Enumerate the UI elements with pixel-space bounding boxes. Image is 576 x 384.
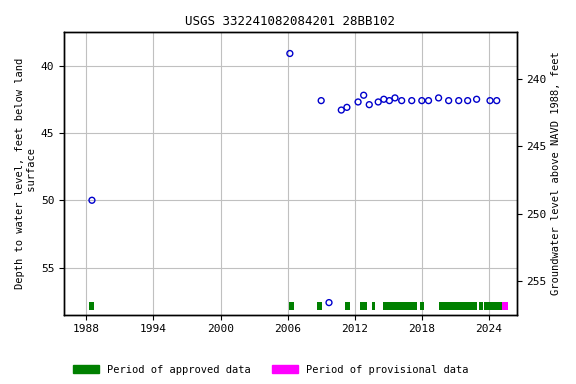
Point xyxy=(434,95,443,101)
Legend: Period of approved data, Period of provisional data: Period of approved data, Period of provi… xyxy=(69,361,473,379)
Point xyxy=(424,98,433,104)
Point xyxy=(444,98,453,104)
Bar xyxy=(317,302,322,310)
Point xyxy=(88,197,97,204)
Bar xyxy=(344,302,350,310)
Point xyxy=(365,102,374,108)
Bar xyxy=(382,302,418,310)
Y-axis label: Depth to water level, feet below land
 surface: Depth to water level, feet below land su… xyxy=(15,58,37,289)
Bar xyxy=(89,302,94,310)
Bar xyxy=(289,302,294,310)
Point xyxy=(285,50,294,56)
Y-axis label: Groundwater level above NAVD 1988, feet: Groundwater level above NAVD 1988, feet xyxy=(551,51,561,295)
Point xyxy=(486,98,495,104)
Point xyxy=(454,98,463,104)
Point xyxy=(407,98,416,104)
Bar xyxy=(502,302,508,310)
Bar xyxy=(479,302,483,310)
Point xyxy=(324,300,334,306)
Point xyxy=(337,107,346,113)
Point xyxy=(397,98,406,104)
Title: USGS 332241082084201 28BB102: USGS 332241082084201 28BB102 xyxy=(185,15,396,28)
Bar xyxy=(372,302,376,310)
Point xyxy=(354,99,363,105)
Bar xyxy=(420,302,424,310)
Point xyxy=(374,99,383,105)
Point xyxy=(472,96,481,103)
Point xyxy=(492,98,501,104)
Point xyxy=(379,96,388,103)
Point xyxy=(385,98,394,104)
Point xyxy=(359,92,368,98)
Bar xyxy=(484,302,502,310)
Bar xyxy=(438,302,476,310)
Bar xyxy=(361,302,367,310)
Point xyxy=(342,104,351,111)
Point xyxy=(417,98,426,104)
Point xyxy=(463,98,472,104)
Point xyxy=(317,98,326,104)
Point xyxy=(391,95,400,101)
